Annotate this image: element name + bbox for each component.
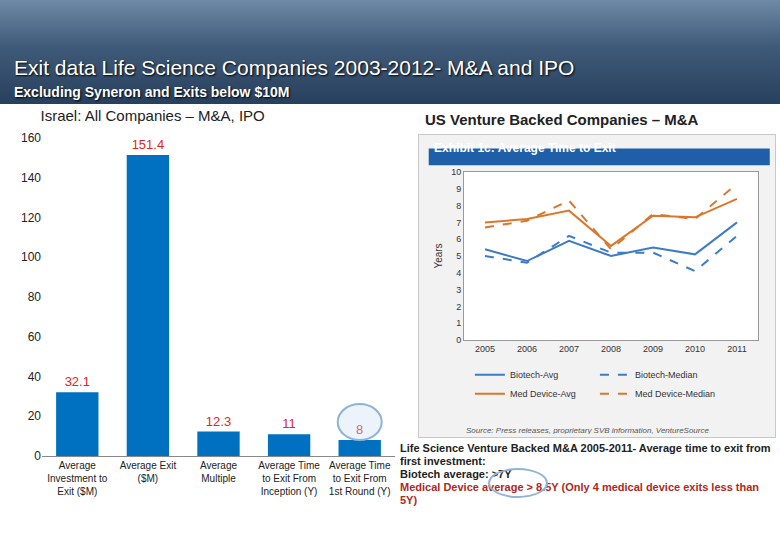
svg-text:Average Timeto Exit From1st Ro: Average Timeto Exit From1st Round (Y) — [329, 460, 391, 497]
svg-text:Biotech-Median: Biotech-Median — [635, 370, 698, 380]
html-text:Excluding Syneron and Exits be: Excluding Syneron and Exits below $10M — [14, 84, 290, 100]
svg-text:AverageInvestment toExit ($M): AverageInvestment toExit ($M) — [47, 460, 107, 497]
svg-text:11: 11 — [282, 416, 296, 431]
svg-text:6: 6 — [456, 234, 461, 244]
svg-text:Years: Years — [433, 243, 444, 268]
svg-text:2008: 2008 — [601, 344, 621, 354]
svg-text:Israel: All Companies – M&A, I: Israel: All Companies – M&A, IPO — [41, 107, 265, 124]
svg-text:0: 0 — [456, 335, 461, 345]
svg-text:2009: 2009 — [643, 344, 663, 354]
html-text:Exit data Life Science Compani: Exit data Life Science Companies 2003-20… — [14, 56, 575, 79]
html-text:Life Science Venture Backed M&: Life Science Venture Backed M&A 2005-201… — [400, 442, 771, 467]
svg-text:151.4: 151.4 — [132, 137, 165, 152]
svg-text:140: 140 — [21, 171, 41, 185]
svg-text:5: 5 — [456, 251, 461, 261]
svg-text:120: 120 — [21, 211, 41, 225]
svg-text:Biotech-Avg: Biotech-Avg — [510, 370, 558, 380]
svg-text:60: 60 — [28, 330, 42, 344]
svg-text:0: 0 — [34, 449, 41, 463]
svg-text:12.3: 12.3 — [206, 414, 231, 429]
svg-text:Source: Press releases, propri: Source: Press releases, proprietary SVB … — [466, 426, 709, 434]
svg-text:2: 2 — [456, 302, 461, 312]
svg-text:2010: 2010 — [685, 344, 705, 354]
svg-text:7: 7 — [456, 218, 461, 228]
svg-text:4: 4 — [456, 268, 461, 278]
svg-text:Med Device-Median: Med Device-Median — [635, 389, 715, 399]
svg-text:10: 10 — [451, 167, 461, 177]
html-text:Biotech average: >7Y: Biotech average: >7Y — [400, 468, 512, 480]
svg-text:9: 9 — [456, 184, 461, 194]
svg-text:2005: 2005 — [475, 344, 495, 354]
svg-text:8: 8 — [356, 422, 363, 437]
svg-text:1: 1 — [456, 318, 461, 328]
svg-text:20: 20 — [28, 409, 42, 423]
html-text:Medical Device average > 8.5Y: Medical Device average > 8.5Y (Only 4 me… — [400, 481, 759, 506]
svg-text:AverageMultiple: AverageMultiple — [200, 460, 238, 484]
svg-text:Exhibit 1c: Average Time to Ex: Exhibit 1c: Average Time to Exit — [434, 141, 616, 155]
svg-text:3: 3 — [456, 285, 461, 295]
svg-text:2011: 2011 — [727, 344, 746, 354]
svg-text:2006: 2006 — [517, 344, 537, 354]
html-text:US Venture Backed Companies –: US Venture Backed Companies – M&A — [425, 111, 699, 128]
svg-text:Average Exit($M): Average Exit($M) — [120, 460, 177, 484]
svg-text:8: 8 — [456, 201, 461, 211]
svg-text:100: 100 — [21, 250, 41, 264]
svg-text:80: 80 — [28, 290, 42, 304]
svg-text:2007: 2007 — [559, 344, 579, 354]
svg-text:Med Device-Avg: Med Device-Avg — [510, 389, 576, 399]
svg-text:32.1: 32.1 — [65, 374, 90, 389]
svg-text:160: 160 — [21, 131, 41, 145]
svg-text:40: 40 — [28, 370, 42, 384]
svg-text:Average Timeto Exit FromIncept: Average Timeto Exit FromInception (Y) — [258, 460, 320, 497]
